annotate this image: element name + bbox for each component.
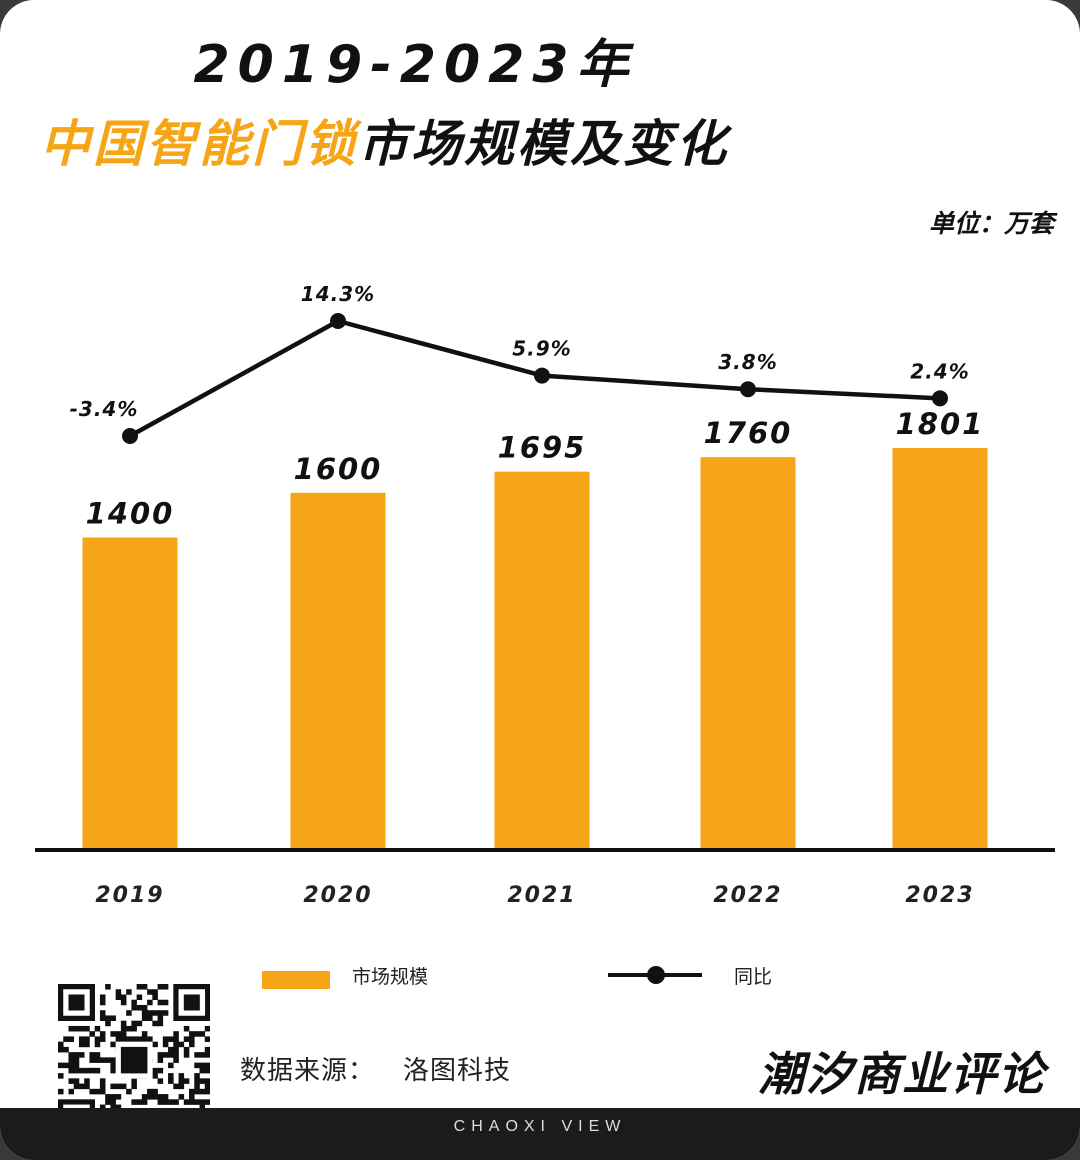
bar-2020	[290, 492, 386, 850]
legend-line-label: 同比	[734, 967, 773, 988]
source-label: 数据来源：	[240, 1055, 376, 1085]
bar-2021	[494, 471, 590, 850]
yoy-label-2022: 3.8%	[718, 350, 777, 374]
legend-line-dot	[647, 966, 665, 984]
bar-2023	[892, 448, 988, 850]
x-tick-2019: 2019	[95, 883, 164, 908]
yoy-label-2023: 2.4%	[910, 359, 969, 383]
brand-logo: 潮汐商业评论	[758, 1047, 1046, 1101]
data-source: 数据来源： 洛图科技	[240, 1050, 539, 1087]
legend-bar-label: 市场规模	[352, 967, 429, 988]
title-line-1: 2019-2023年	[193, 35, 637, 95]
bar-value-label-2020: 1600	[294, 452, 383, 486]
yoy-point-2019	[122, 428, 138, 444]
unit-label: 单位：万套	[928, 209, 1054, 238]
bar-value-label-2022: 1760	[704, 416, 793, 450]
bar-value-label-2023: 1801	[896, 407, 985, 441]
yoy-label-2019: -3.4%	[70, 397, 139, 421]
yoy-label-2020: 14.3%	[301, 282, 375, 306]
yoy-point-2023	[932, 390, 948, 407]
x-tick-2022: 2022	[713, 883, 782, 908]
yoy-label-2021: 5.9%	[512, 337, 571, 361]
x-tick-2023: 2023	[905, 883, 974, 908]
yoy-point-2020	[330, 313, 346, 329]
bar-2022	[700, 457, 796, 850]
x-tick-2021: 2021	[507, 883, 576, 908]
title-rest: 市场规模及变化	[358, 115, 729, 173]
bar-value-label-2019: 1400	[86, 497, 175, 531]
bar-line-chart: 1400 2019 1600 2020 1695 2021 1760 2022 1801 2023…	[35, 282, 1055, 908]
yoy-point-2021	[534, 367, 550, 384]
legend-bar-swatch	[262, 971, 330, 989]
bar-2019	[82, 537, 178, 850]
footer-bar	[0, 1108, 1080, 1160]
footer-tagline: CHAOXI VIEW	[453, 1118, 627, 1135]
bar-value-label-2021: 1695	[498, 431, 587, 465]
source-value: 洛图科技	[403, 1055, 512, 1085]
yoy-point-2022	[740, 381, 756, 398]
x-tick-2020: 2020	[303, 883, 372, 908]
title-line-2: 中国智能门锁市场规模及变化	[40, 104, 729, 176]
title-highlight: 中国智能门锁	[40, 115, 358, 173]
